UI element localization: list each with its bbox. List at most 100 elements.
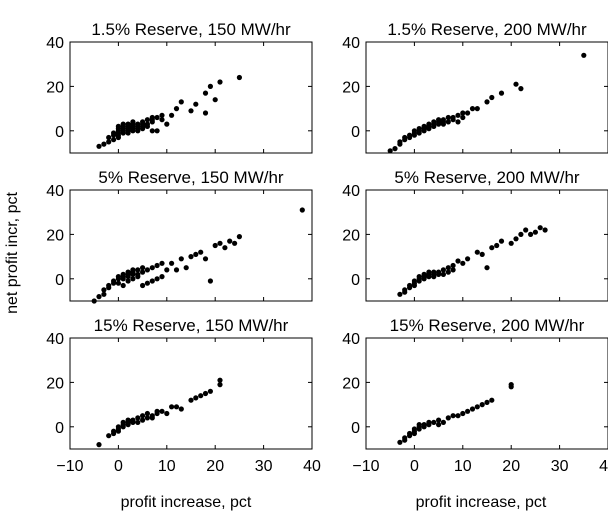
- scatter-panel-1: 0 20 40 1.5% Reserve, 150 MW/hr: [46, 20, 313, 154]
- plot-frame: [365, 189, 608, 302]
- data-point: [402, 287, 408, 293]
- data-point: [494, 242, 500, 249]
- data-point: [154, 408, 160, 414]
- data-point: [411, 278, 417, 284]
- data-point: [154, 114, 160, 121]
- data-point: [154, 128, 160, 134]
- data-point: [217, 79, 223, 85]
- data-point: [489, 245, 495, 251]
- data-point: [173, 106, 180, 112]
- data-point: [140, 417, 146, 423]
- data-point: [120, 419, 126, 425]
- data-point: [183, 265, 189, 271]
- data-point: [149, 278, 155, 284]
- data-point: [455, 258, 461, 264]
- data-point: [222, 245, 228, 251]
- data-point: [465, 408, 471, 414]
- y-tick-label: 20: [342, 375, 360, 392]
- scatter-panel-5: 0 20 40 −10 0 10 20 30 40 15% Reserve, 150 MW/hr: [46, 316, 321, 475]
- data-point: [198, 249, 204, 255]
- scatter-panel-3: 0 20 40 5% Reserve, 150 MW/hr: [46, 168, 313, 304]
- data-point: [188, 108, 194, 114]
- data-point: [101, 141, 107, 147]
- data-point: [130, 276, 136, 282]
- data-point: [169, 260, 175, 266]
- data-point: [518, 86, 524, 92]
- data-point: [125, 121, 131, 127]
- data-point: [436, 117, 442, 123]
- data-point: [202, 256, 209, 262]
- data-point: [96, 143, 102, 149]
- data-point: [149, 128, 155, 134]
- data-point: [440, 117, 446, 123]
- data-point: [159, 117, 165, 123]
- data-point: [431, 269, 437, 275]
- data-point: [469, 106, 476, 112]
- data-point: [416, 274, 422, 280]
- data-point: [397, 439, 403, 445]
- data-point: [130, 417, 136, 423]
- data-point: [178, 99, 184, 105]
- data-point: [173, 404, 180, 410]
- data-point: [445, 265, 451, 271]
- data-point: [479, 251, 485, 257]
- data-point: [431, 419, 437, 425]
- data-point: [460, 114, 466, 121]
- data-point: [397, 291, 403, 297]
- data-point: [140, 119, 146, 125]
- data-point: [455, 413, 461, 419]
- y-tick-label: 20: [342, 227, 360, 244]
- data-point: [474, 249, 480, 255]
- data-point: [144, 280, 150, 286]
- data-point: [106, 433, 112, 439]
- data-point: [508, 240, 514, 246]
- y-tick-label: 0: [351, 124, 360, 141]
- data-point: [537, 225, 543, 231]
- data-point: [144, 117, 150, 123]
- data-point: [479, 402, 485, 408]
- data-point: [106, 139, 112, 145]
- data-point: [392, 146, 398, 152]
- data-point: [125, 417, 131, 423]
- data-point: [159, 274, 165, 280]
- data-point: [411, 128, 417, 134]
- scatter-panel-6: 0 20 40 −10 0 10 20 30 40 15% Reserve, 200 MW/hr: [342, 316, 608, 475]
- plot-frame: [69, 337, 313, 450]
- y-tick-label: 20: [342, 79, 360, 96]
- data-point: [202, 90, 209, 96]
- data-point: [193, 101, 199, 107]
- data-point: [474, 106, 480, 112]
- data-point: [159, 408, 165, 414]
- data-point: [115, 123, 121, 129]
- data-point: [440, 267, 446, 273]
- data-point: [532, 229, 539, 235]
- panel-title: 15% Reserve, 150 MW/hr: [94, 316, 289, 335]
- panel-title: 1.5% Reserve, 200 MW/hr: [387, 20, 587, 39]
- data-point: [450, 413, 456, 419]
- data-point: [484, 399, 490, 405]
- data-point: [202, 390, 209, 397]
- data-point: [212, 242, 218, 249]
- data-point: [421, 123, 427, 129]
- x-tick-label: −10: [352, 458, 379, 475]
- y-tick-label: 0: [55, 272, 64, 289]
- data-point: [115, 280, 121, 286]
- data-point: [407, 430, 413, 437]
- panel-title: 15% Reserve, 200 MW/hr: [390, 316, 585, 335]
- data-point: [149, 413, 155, 419]
- panel-title: 1.5% Reserve, 150 MW/hr: [91, 20, 291, 39]
- data-point: [135, 267, 141, 273]
- x-axis-label-right: profit increase, pct: [416, 494, 547, 511]
- data-point: [469, 406, 476, 412]
- data-point: [154, 276, 160, 282]
- data-point: [518, 231, 524, 237]
- data-point: [416, 126, 422, 132]
- data-point: [101, 291, 107, 297]
- y-tick-label: 0: [55, 124, 64, 141]
- data-point: [474, 404, 480, 410]
- data-point: [149, 265, 155, 271]
- data-point: [450, 267, 456, 273]
- data-point: [528, 231, 534, 237]
- data-point: [232, 240, 238, 246]
- data-point: [154, 262, 160, 269]
